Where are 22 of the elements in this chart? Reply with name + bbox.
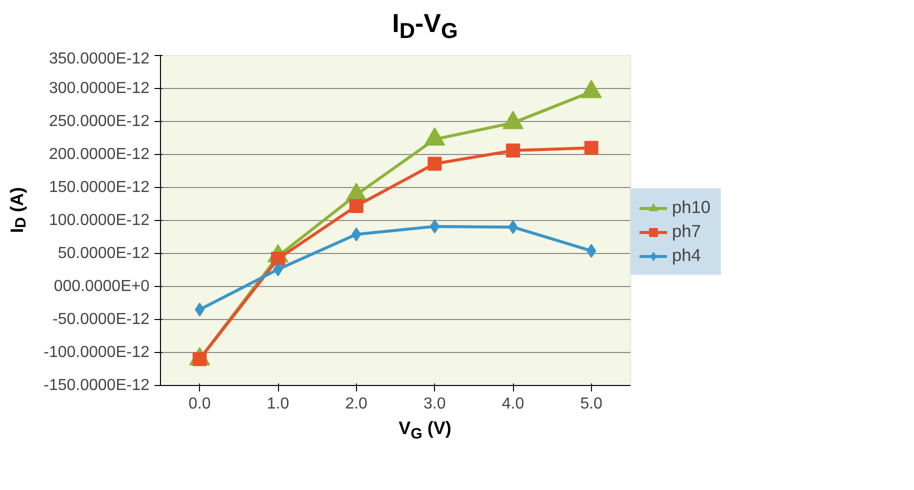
x-tick-label: 2.0 — [345, 396, 368, 412]
legend-label: ph7 — [672, 221, 702, 242]
x-tick-label: 0.0 — [188, 396, 211, 412]
y-tick-label: 000.0000E+0 — [54, 278, 150, 295]
x-tick-label: 5.0 — [580, 396, 603, 412]
chart-title: I$_{D}$-V$_{G}$ — [391, 7, 459, 46]
y-tick-label: 350.0000E-12 — [48, 50, 150, 68]
y-tick-label: 100.0000E-12 — [48, 212, 150, 229]
x-axis-title: V$_{G}$ (V) — [398, 417, 452, 445]
legend-label: ph4 — [672, 245, 702, 266]
y-tick-label: 150.0000E-12 — [48, 179, 150, 196]
x-tick-label: 3.0 — [424, 396, 446, 412]
x-tick-label: 4.0 — [502, 396, 524, 412]
y-tick-label: 200.0000E-12 — [48, 146, 150, 163]
y-tick-label: -100.0000E-12 — [44, 344, 150, 361]
y-tick-label: 50.0000E-12 — [58, 245, 150, 262]
y-tick-label: -50.0000E-12 — [52, 311, 150, 328]
y-tick-label: 300.0000E-12 — [48, 80, 150, 97]
y-tick-label: -150.0000E-12 — [44, 377, 150, 394]
y-tick-label: 250.0000E-12 — [48, 113, 150, 130]
x-tick-label: 1.0 — [266, 396, 290, 412]
legend-label: ph10 — [672, 197, 712, 218]
